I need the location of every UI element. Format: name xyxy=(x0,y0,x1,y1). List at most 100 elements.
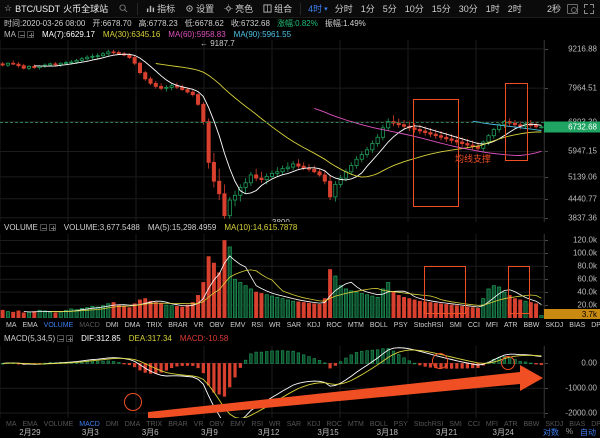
indicator-tab-bottom-cci[interactable]: CCI xyxy=(467,421,480,428)
indicator-tab-smi[interactable]: SMI xyxy=(449,322,462,329)
timeframe-fenshi[interactable]: 分时 xyxy=(334,4,353,14)
indicator-tab-macd[interactable]: MACD xyxy=(79,322,100,329)
indicator-tab-bottom-boll[interactable]: BOLL xyxy=(369,421,388,428)
indicator-tab-roc[interactable]: ROC xyxy=(326,322,342,329)
macd-plot-area[interactable] xyxy=(0,346,544,418)
close-icon[interactable] xyxy=(66,335,74,342)
indicator-tab-bottom-wr[interactable]: WR xyxy=(269,421,281,428)
symbol-selector[interactable]: ☆ BTC/USDT 火币全球站 xyxy=(0,2,113,15)
fullscreen-icon[interactable] xyxy=(584,3,594,14)
indicator-tab-wr[interactable]: WR xyxy=(269,322,281,329)
volume-axis-label: 80.0k xyxy=(577,261,597,271)
indicator-tab-bottom-smi[interactable]: SMI xyxy=(449,421,462,428)
toolbar-item-brightness[interactable]: 亮色 xyxy=(219,2,258,15)
indicator-tab-vr[interactable]: VR xyxy=(193,322,204,329)
indicator-tab-mtm[interactable]: MTM xyxy=(347,322,364,329)
indicator-tab-bottom-macd[interactable]: MACD xyxy=(79,421,100,428)
timeframe-1h[interactable]: 1时 xyxy=(485,4,500,14)
camera-icon[interactable] xyxy=(567,3,578,14)
axis-controls[interactable]: 对数% 自动 xyxy=(543,427,596,438)
indicator-tab-skdj[interactable]: SKDJ xyxy=(545,322,564,329)
indicator-tab-stochrsi[interactable]: StochRSI xyxy=(413,322,444,329)
indicator-tab-bottom-stochrsi[interactable]: StochRSI xyxy=(413,421,444,428)
toolbar-item-settings[interactable]: 设置 xyxy=(180,2,219,15)
indicator-tab-bias[interactable]: BIAS xyxy=(569,322,586,329)
indicator-tab-bottom-roc[interactable]: ROC xyxy=(326,421,342,428)
indicator-tab-bottom-bbw[interactable]: BBW xyxy=(523,421,540,428)
indicator-tab-bottom-atr[interactable]: ATR xyxy=(503,421,518,428)
indicator-tab-sar[interactable]: SAR xyxy=(286,322,302,329)
volume-axis[interactable]: 120.0k 100.0k 80.0k 60.0k 40.0k 20.0k 3.7k xyxy=(544,234,600,319)
price-chart-panel[interactable]: ← 9187.73800 → 9216.887964.516893.305947… xyxy=(0,40,600,222)
minimize-icon[interactable] xyxy=(39,224,47,231)
indicator-tab-bar-top[interactable]: MA EMA VOLUME MACD DMI DMA TRIX BRAR VR OBV EMV RSI… xyxy=(0,320,600,331)
timeframe-15m[interactable]: 15分 xyxy=(431,4,451,14)
search-icon[interactable] xyxy=(113,4,134,13)
close-icon[interactable] xyxy=(27,31,34,38)
indicator-tab-bottom-bias[interactable]: BIAS xyxy=(569,421,586,428)
volume-chart-panel[interactable]: 120.0k 100.0k 80.0k 60.0k 40.0k 20.0k 3.7k xyxy=(0,234,600,319)
indicator-tab-dma[interactable]: DMA xyxy=(124,322,141,329)
indicator-tab-dmi[interactable]: DMI xyxy=(105,322,119,329)
indicator-tab-bottom-mtm[interactable]: MTM xyxy=(347,421,364,428)
indicator-tab-bottom-ma[interactable]: MA xyxy=(6,421,17,428)
indicator-tab-bottom-rsi[interactable]: RSI xyxy=(251,421,264,428)
indicator-tab-volume[interactable]: VOLUME xyxy=(43,322,74,329)
indicator-tab-bottom-dpo[interactable]: DPO xyxy=(591,421,600,428)
indicator-tab-rsi[interactable]: RSI xyxy=(251,322,264,329)
timeframe-2h[interactable]: 2时 xyxy=(507,4,522,14)
indicator-tab-trix[interactable]: TRIX xyxy=(146,322,163,329)
indicator-tab-ema[interactable]: EMA xyxy=(22,322,38,329)
indicator-tab-bottom-ema[interactable]: EMA xyxy=(22,421,38,428)
toolbar-right-group: 2秒 xyxy=(547,2,600,15)
indicator-tab-kdj[interactable]: KDJ xyxy=(307,322,321,329)
indicator-tab-bottom-brar[interactable]: BRAR xyxy=(168,421,188,428)
indicator-tab-atr[interactable]: ATR xyxy=(503,322,518,329)
refresh-rate-label[interactable]: 2秒 xyxy=(546,4,561,14)
indicator-tab-boll[interactable]: BOLL xyxy=(369,322,388,329)
indicator-tab-bottom-trix[interactable]: TRIX xyxy=(146,421,163,428)
volume-plot-area[interactable] xyxy=(0,234,544,318)
minimize-icon[interactable] xyxy=(18,31,25,38)
indicator-tab-bottom-psy[interactable]: PSY xyxy=(393,421,408,428)
indicator-tab-cci[interactable]: CCI xyxy=(467,322,480,329)
timeframe-10m[interactable]: 10分 xyxy=(404,4,424,14)
chevron-down-icon[interactable]: ▾ xyxy=(324,5,328,13)
minimize-icon[interactable] xyxy=(57,335,65,342)
indicator-tab-bottom-obv[interactable]: OBV xyxy=(209,421,225,428)
timeframe-30m[interactable]: 30分 xyxy=(458,4,478,14)
toolbar-item-layout[interactable]: 组合 xyxy=(258,2,297,15)
indicator-tab-psy[interactable]: PSY xyxy=(393,322,408,329)
close-icon[interactable] xyxy=(48,224,56,231)
indicator-tab-obv[interactable]: OBV xyxy=(209,322,225,329)
price-axis[interactable]: 9216.887964.516893.305947.155139.064440.… xyxy=(544,40,600,222)
indicator-tab-bottom-skdj[interactable]: SKDJ xyxy=(545,421,564,428)
indicator-tab-bar-bottom[interactable]: MA EMA VOLUME MACD DMI DMA TRIX BRAR VR OBV EMV RSI… xyxy=(0,419,600,430)
indicator-tab-bottom-volume[interactable]: VOLUME xyxy=(43,421,74,428)
indicator-tab-brar[interactable]: BRAR xyxy=(168,322,188,329)
volume-ma10: MA(10):14,615.7878 xyxy=(224,223,298,232)
indicator-tab-ma[interactable]: MA xyxy=(6,322,17,329)
macd-chart-panel[interactable]: 0.00 -1000.00 -2000.00 xyxy=(0,346,600,418)
indicator-tab-emv[interactable]: EMV xyxy=(230,322,246,329)
macd-axis[interactable]: 0.00 -1000.00 -2000.00 xyxy=(544,346,600,418)
timeframe-4h[interactable]: 4时 xyxy=(308,4,323,14)
axis-control-log[interactable]: 对数 xyxy=(542,428,559,437)
indicator-tab-mfi[interactable]: MFI xyxy=(485,322,498,329)
indicator-tab-bbw[interactable]: BBW xyxy=(523,322,540,329)
axis-control-percent[interactable]: % xyxy=(565,427,573,436)
toolbar-item-indicator[interactable]: 指标 xyxy=(141,2,180,15)
indicator-tab-bottom-kdj[interactable]: KDJ xyxy=(307,421,321,428)
star-icon[interactable]: ☆ xyxy=(4,3,13,13)
price-plot-area[interactable]: ← 9187.7 3800 → xyxy=(0,40,544,222)
timeframe-1m[interactable]: 1分 xyxy=(360,4,375,14)
axis-control-auto[interactable]: 自动 xyxy=(580,428,596,437)
timeframe-5m[interactable]: 5分 xyxy=(382,4,397,14)
indicator-tab-bottom-dma[interactable]: DMA xyxy=(124,421,141,428)
indicator-tab-bottom-mfi[interactable]: MFI xyxy=(485,421,498,428)
indicator-tab-bottom-sar[interactable]: SAR xyxy=(286,421,302,428)
indicator-tab-bottom-emv[interactable]: EMV xyxy=(230,421,246,428)
indicator-tab-bottom-vr[interactable]: VR xyxy=(193,421,204,428)
indicator-tab-dpo[interactable]: DPO xyxy=(591,322,600,329)
indicator-tab-bottom-dmi[interactable]: DMI xyxy=(105,421,119,428)
